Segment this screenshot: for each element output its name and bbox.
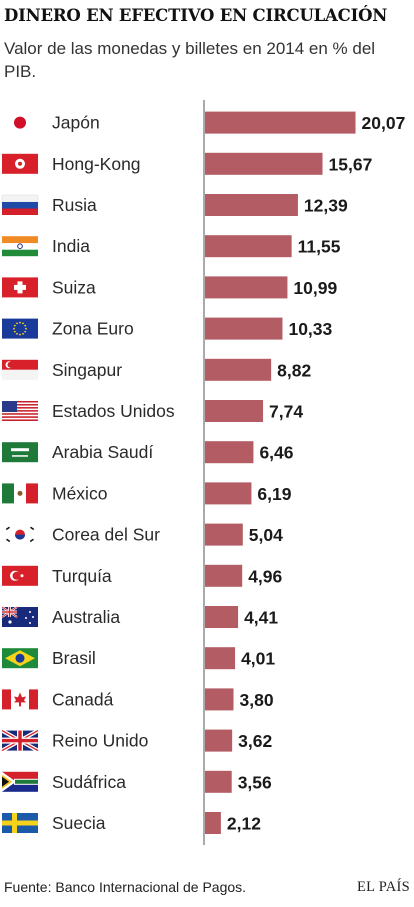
value-label: 3,62 <box>238 731 272 751</box>
switzerland-flag-icon <box>2 277 38 298</box>
bar <box>205 358 272 381</box>
category-label: Hong-Kong <box>52 154 141 174</box>
value-label: 3,56 <box>238 772 272 792</box>
bar <box>205 482 252 505</box>
category-label: Sudáfrica <box>52 772 126 792</box>
chart-title: DINERO EN EFECTIVO EN CIRCULACIÓN <box>4 6 388 25</box>
russia-flag-icon <box>1 194 39 215</box>
value-label: 4,96 <box>248 566 282 586</box>
category-label: Corea del Sur <box>52 525 160 545</box>
value-label: 3,80 <box>240 690 274 710</box>
category-label: Canadá <box>52 689 114 709</box>
category-label: Brasil <box>52 648 96 668</box>
source-note: Fuente: Banco Internacional de Pagos. <box>4 879 247 895</box>
category-label: Suiza <box>52 277 96 297</box>
bar <box>205 317 283 340</box>
bar <box>205 400 264 422</box>
value-label: 6,19 <box>257 484 291 504</box>
bar <box>205 729 233 752</box>
category-label: Estados Unidos <box>52 401 175 421</box>
bar <box>205 235 292 258</box>
category-label: Zona Euro <box>52 319 134 339</box>
india-flag-icon <box>2 236 38 257</box>
bar <box>205 647 236 670</box>
usa-flag-icon <box>2 401 38 421</box>
sweden-flag-icon <box>2 813 38 833</box>
value-label: 7,74 <box>269 402 303 422</box>
bar <box>205 606 239 628</box>
bar <box>205 812 221 834</box>
category-label: India <box>52 236 90 256</box>
saudi-arabia-flag-icon <box>2 442 38 463</box>
value-label: 5,04 <box>249 525 283 545</box>
bar <box>205 564 243 587</box>
eu-flag-icon <box>2 318 38 339</box>
value-label: 12,39 <box>304 196 348 216</box>
bar <box>205 688 234 711</box>
bar <box>205 770 232 793</box>
value-label: 6,46 <box>259 443 293 463</box>
value-label: 4,01 <box>241 649 275 669</box>
value-label: 10,33 <box>288 319 332 339</box>
category-label: Suecia <box>52 813 106 833</box>
bar <box>205 523 243 546</box>
south-africa-flag-icon <box>2 771 38 792</box>
category-label: Arabia Saudí <box>52 442 153 462</box>
bar-chart: Japón 20,07 Hong-Kong 15,67 Rusia 12,39 India 1… <box>1 100 406 845</box>
category-label: Rusia <box>52 195 97 215</box>
value-label: 10,99 <box>293 278 337 298</box>
bar <box>205 276 288 299</box>
australia-flag-icon <box>1 606 38 627</box>
value-label: 20,07 <box>362 113 406 133</box>
value-label: 15,67 <box>329 154 373 174</box>
bar <box>205 152 323 175</box>
uk-flag-icon <box>1 728 39 753</box>
turkey-flag-icon <box>2 565 38 586</box>
bar <box>205 194 298 216</box>
category-label: Reino Unido <box>52 731 148 751</box>
canada-flag-icon <box>2 689 38 710</box>
japan-flag-icon <box>14 116 26 129</box>
mexico-flag-icon <box>2 483 38 504</box>
bar <box>205 441 254 464</box>
singapore-flag-icon <box>2 359 38 380</box>
publisher-brand: EL PAÍS <box>357 879 410 895</box>
chart-subtitle: Valor de las monedas y billetes en 2014 … <box>4 39 376 81</box>
bar <box>205 111 356 134</box>
category-label: México <box>52 483 107 503</box>
category-label: Japón <box>52 113 100 133</box>
value-label: 8,82 <box>277 360 311 380</box>
category-label: Turquía <box>52 566 112 586</box>
hong-kong-flag-icon <box>2 153 38 174</box>
value-label: 2,12 <box>227 814 261 834</box>
value-label: 4,41 <box>244 608 278 628</box>
value-label: 11,55 <box>298 237 341 257</box>
category-label: Australia <box>52 607 120 627</box>
south-korea-flag-icon <box>5 526 35 543</box>
brazil-flag-icon <box>2 648 38 669</box>
category-label: Singapur <box>52 360 122 380</box>
